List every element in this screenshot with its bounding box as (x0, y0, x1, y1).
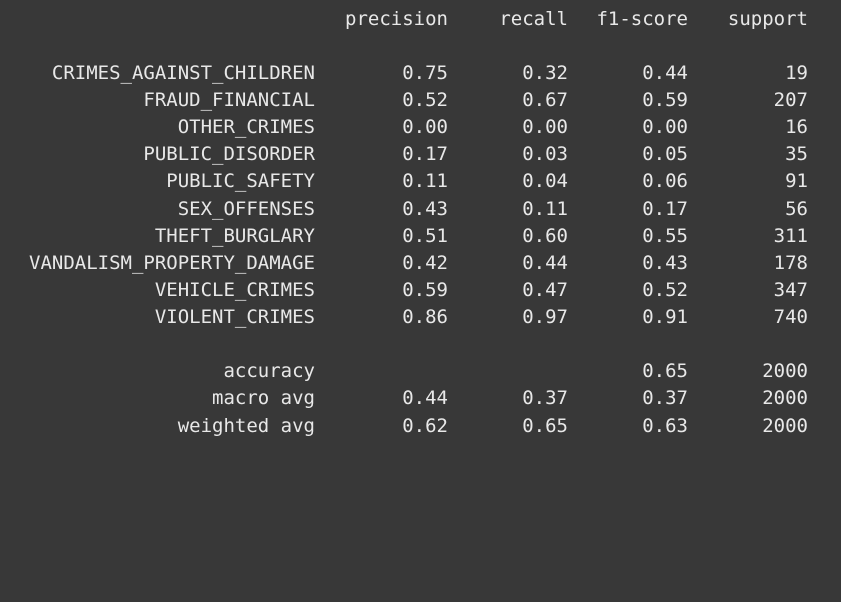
class-label: VEHICLE_CRIMES (154, 279, 315, 301)
f1-score-value: 0.06 (642, 170, 688, 192)
support-value: 19 (785, 62, 808, 84)
support-value: 56 (785, 198, 808, 220)
f1-score-value: 0.17 (642, 198, 688, 220)
accuracy-row: accuracy 0.65 2000 (0, 358, 841, 385)
class-row: THEFT_BURGLARY 0.51 0.60 0.55 311 (0, 223, 841, 250)
f1-score-value: 0.00 (642, 116, 688, 138)
recall-value: 0.97 (522, 306, 568, 328)
header-precision: precision (345, 8, 448, 30)
class-row: PUBLIC_DISORDER 0.17 0.03 0.05 35 (0, 141, 841, 168)
macro-avg-f1-score: 0.37 (642, 387, 688, 409)
class-row: PUBLIC_SAFETY 0.11 0.04 0.06 91 (0, 168, 841, 195)
weighted-avg-support: 2000 (762, 415, 808, 437)
weighted-avg-recall: 0.65 (522, 415, 568, 437)
f1-score-value: 0.59 (642, 89, 688, 111)
class-label: CRIMES_AGAINST_CHILDREN (51, 62, 315, 84)
precision-value: 0.51 (402, 225, 448, 247)
class-label: PUBLIC_DISORDER (143, 143, 315, 165)
recall-value: 0.03 (522, 143, 568, 165)
accuracy-f1-value: 0.65 (642, 360, 688, 382)
precision-value: 0.00 (402, 116, 448, 138)
recall-value: 0.47 (522, 279, 568, 301)
precision-value: 0.52 (402, 89, 448, 111)
class-label: THEFT_BURGLARY (154, 225, 315, 247)
class-label: FRAUD_FINANCIAL (143, 89, 315, 111)
accuracy-support-value: 2000 (762, 360, 808, 382)
class-row: VIOLENT_CRIMES 0.86 0.97 0.91 740 (0, 304, 841, 331)
f1-score-value: 0.05 (642, 143, 688, 165)
recall-value: 0.67 (522, 89, 568, 111)
class-row: VANDALISM_PROPERTY_DAMAGE 0.42 0.44 0.43… (0, 250, 841, 277)
class-row: VEHICLE_CRIMES 0.59 0.47 0.52 347 (0, 277, 841, 304)
header-support: support (727, 8, 808, 30)
f1-score-value: 0.52 (642, 279, 688, 301)
class-row: OTHER_CRIMES 0.00 0.00 0.00 16 (0, 114, 841, 141)
class-row: CRIMES_AGAINST_CHILDREN 0.75 0.32 0.44 1… (0, 60, 841, 87)
recall-value: 0.60 (522, 225, 568, 247)
precision-value: 0.59 (402, 279, 448, 301)
macro-avg-row: macro avg 0.44 0.37 0.37 2000 (0, 385, 841, 412)
class-label: VIOLENT_CRIMES (154, 306, 315, 328)
class-row: SEX_OFFENSES 0.43 0.11 0.17 56 (0, 196, 841, 223)
precision-value: 0.11 (402, 170, 448, 192)
support-value: 178 (773, 252, 808, 274)
class-label: OTHER_CRIMES (177, 116, 315, 138)
macro-avg-label: macro avg (212, 387, 315, 409)
recall-value: 0.32 (522, 62, 568, 84)
support-value: 35 (785, 143, 808, 165)
support-value: 207 (773, 89, 808, 111)
recall-value: 0.11 (522, 198, 568, 220)
classification-report-output: precision recall f1-score support CRIMES… (0, 6, 841, 440)
recall-value: 0.04 (522, 170, 568, 192)
precision-value: 0.43 (402, 198, 448, 220)
f1-score-value: 0.91 (642, 306, 688, 328)
header-recall: recall (499, 8, 568, 30)
class-row: FRAUD_FINANCIAL 0.52 0.67 0.59 207 (0, 87, 841, 114)
class-label: SEX_OFFENSES (177, 198, 315, 220)
f1-score-value: 0.43 (642, 252, 688, 274)
weighted-avg-row: weighted avg 0.62 0.65 0.63 2000 (0, 413, 841, 440)
support-value: 347 (773, 279, 808, 301)
recall-value: 0.00 (522, 116, 568, 138)
f1-score-value: 0.55 (642, 225, 688, 247)
support-value: 16 (785, 116, 808, 138)
report-header-row: precision recall f1-score support (0, 6, 841, 33)
precision-value: 0.17 (402, 143, 448, 165)
precision-value: 0.86 (402, 306, 448, 328)
precision-value: 0.42 (402, 252, 448, 274)
support-value: 91 (785, 170, 808, 192)
weighted-avg-precision: 0.62 (402, 415, 448, 437)
accuracy-label: accuracy (223, 360, 315, 382)
weighted-avg-f1-score: 0.63 (642, 415, 688, 437)
macro-avg-recall: 0.37 (522, 387, 568, 409)
recall-value: 0.44 (522, 252, 568, 274)
macro-avg-precision: 0.44 (402, 387, 448, 409)
support-value: 311 (773, 225, 808, 247)
precision-value: 0.75 (402, 62, 448, 84)
class-label: VANDALISM_PROPERTY_DAMAGE (29, 252, 315, 274)
f1-score-value: 0.44 (642, 62, 688, 84)
header-f1-score: f1-score (596, 8, 688, 30)
macro-avg-support: 2000 (762, 387, 808, 409)
weighted-avg-label: weighted avg (177, 415, 315, 437)
class-label: PUBLIC_SAFETY (166, 170, 315, 192)
support-value: 740 (773, 306, 808, 328)
